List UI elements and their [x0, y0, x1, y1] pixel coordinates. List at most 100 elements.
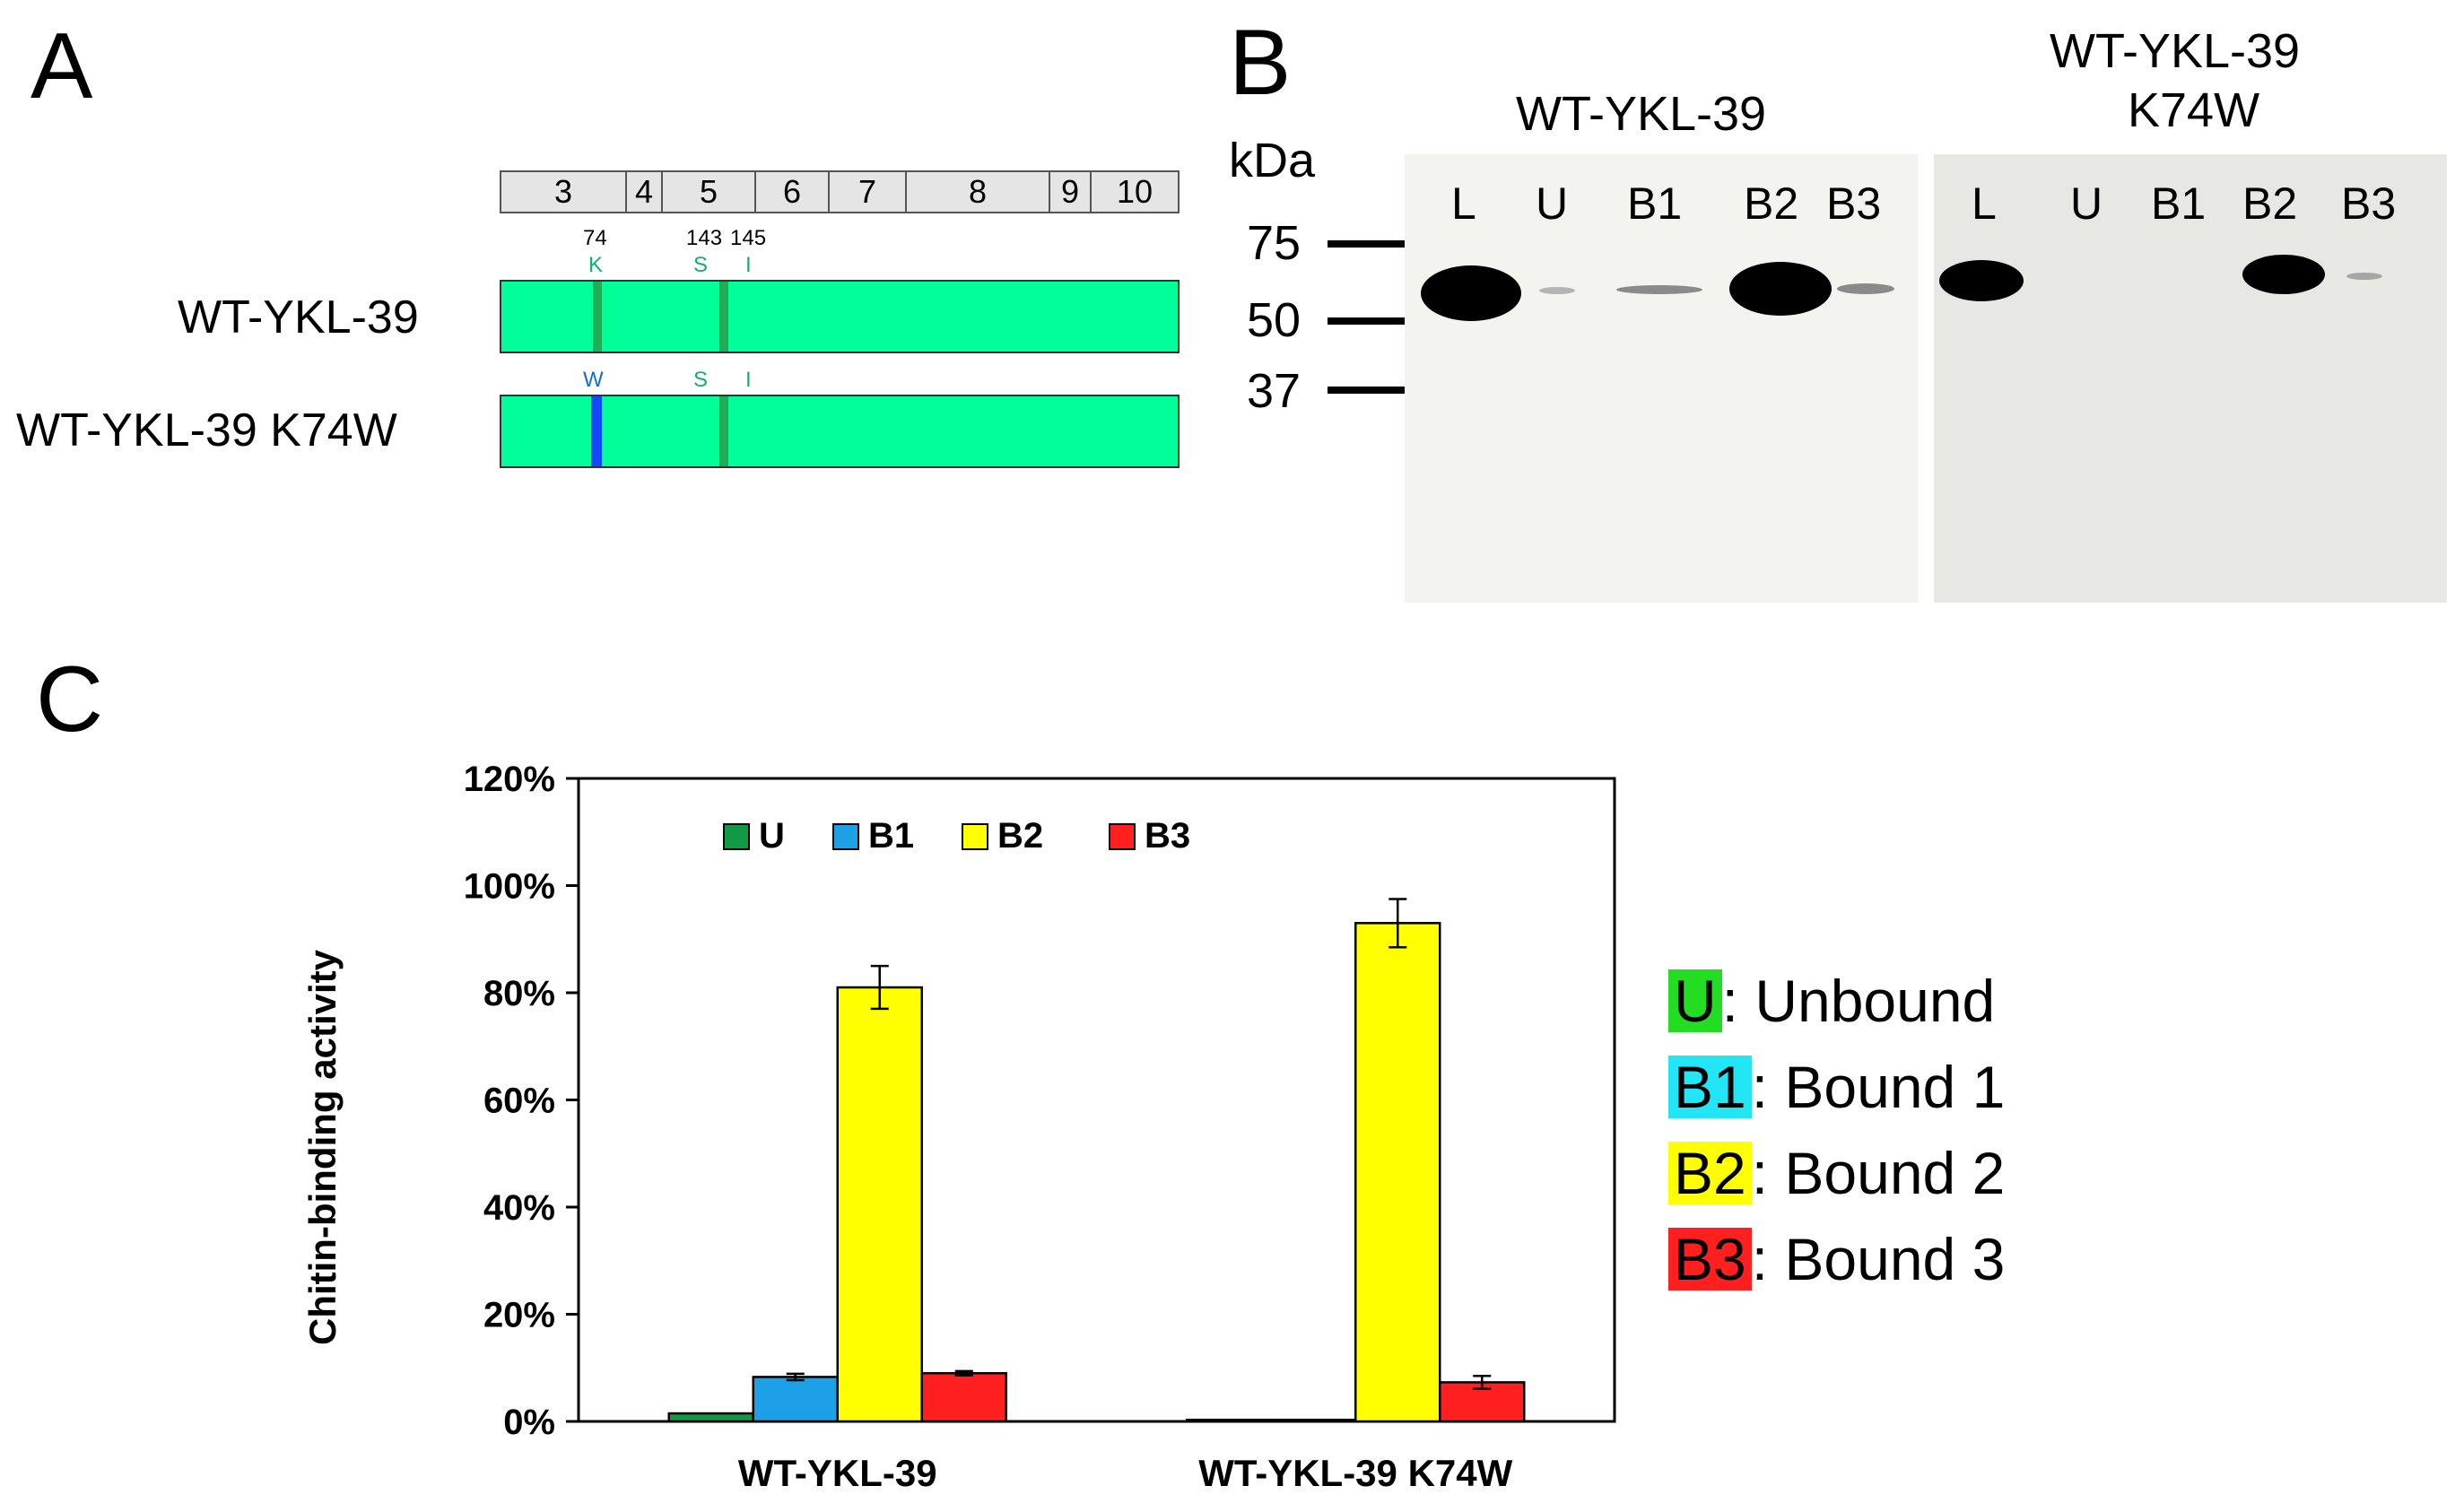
inner-legend-b1: B1 — [832, 816, 914, 856]
exon-10: 10 — [1092, 170, 1180, 213]
legend-label-b3: B3 — [1145, 816, 1191, 856]
panel-label-c: C — [36, 647, 104, 752]
position-74: 74 — [583, 226, 607, 250]
protein-bar-mutant — [500, 395, 1180, 468]
y-axis-label-holder: Chitin-binding activity — [301, 950, 373, 1417]
exon-5: 5 — [663, 170, 756, 213]
site-143-mark-mutant — [719, 396, 728, 466]
position-145: 145 — [730, 226, 767, 250]
bar-u-0 — [667, 1412, 754, 1423]
marker-75-line — [1328, 240, 1414, 248]
y-tick-label: 100% — [464, 867, 555, 907]
outer-legend-b2: B2: Bound 2 — [1668, 1139, 2005, 1207]
blot-title-mutant-1: WT-YKL-39 — [2050, 24, 2301, 78]
mut-residue-w: W — [583, 368, 604, 392]
exon-7: 7 — [830, 170, 907, 213]
site-74-mark-mutant — [591, 396, 602, 466]
inner-legend-b2: B2 — [962, 816, 1043, 856]
y-tick-label: 20% — [483, 1296, 555, 1335]
marker-50: 50 — [1247, 293, 1301, 347]
site-74-mark — [593, 282, 602, 352]
exon-4: 4 — [627, 170, 663, 213]
unit-kda: kDa — [1229, 134, 1316, 187]
blot-title-mutant-2: K74W — [2128, 83, 2260, 137]
site-143-mark — [719, 282, 728, 352]
band-wt-b1 — [1616, 285, 1702, 294]
band-wt-l — [1421, 265, 1521, 321]
western-blot-mutant: L U B1 B2 B3 — [1934, 154, 2447, 603]
legend-swatch-b3 — [1109, 823, 1136, 850]
legend-swatch-b1 — [832, 823, 859, 850]
western-blot-wt: L U B1 B2 B3 — [1405, 154, 1918, 603]
marker-37: 37 — [1247, 364, 1301, 418]
band-mut-l — [1939, 260, 2024, 301]
chart-bars — [667, 898, 1526, 1423]
x-tick-label: WT-YKL-39 — [738, 1452, 937, 1494]
inner-legend-u: U — [723, 816, 785, 856]
blot1-lane-u: U — [1536, 178, 1569, 229]
legend-label-b1: B1 — [868, 816, 915, 856]
mut-residue-s: S — [693, 368, 709, 392]
exon-6: 6 — [756, 170, 830, 213]
exon-3: 3 — [500, 170, 627, 213]
plot-frame — [577, 777, 1616, 1423]
outer-legend-key-b1: B1 — [1668, 1056, 1752, 1118]
outer-legend-b3: B3: Bound 3 — [1668, 1225, 2005, 1293]
row-label-mutant: WT-YKL-39 K74W — [16, 404, 397, 456]
blot2-lane-u: U — [2070, 178, 2103, 229]
protein-bar-wt — [500, 280, 1180, 353]
wt-residue-i: I — [745, 253, 752, 277]
y-tick-label: 80% — [483, 974, 555, 1013]
marker-75: 75 — [1247, 216, 1301, 270]
y-tick-label: 60% — [483, 1082, 555, 1121]
y-tick-label: 0% — [503, 1403, 555, 1442]
outer-legend-u: U: Unbound — [1668, 967, 1995, 1035]
y-tick-label: 120% — [464, 760, 555, 799]
bar-b1-0 — [752, 1376, 839, 1423]
blot2-lane-l: L — [1972, 178, 1997, 229]
bar-b2-0 — [836, 986, 923, 1423]
blot1-lane-l: L — [1451, 178, 1476, 229]
blot1-lane-b2: B2 — [1744, 178, 1799, 229]
outer-legend-key-b3: B3 — [1668, 1228, 1752, 1290]
band-wt-b2 — [1729, 262, 1832, 316]
outer-legend-text-b3: : Bound 3 — [1751, 1226, 2006, 1292]
panel-label-b: B — [1229, 11, 1292, 115]
wt-residue-s: S — [693, 253, 709, 277]
mut-residue-i: I — [745, 368, 752, 392]
x-tick-label: WT-YKL-39 K74W — [1198, 1452, 1512, 1494]
exon-9: 9 — [1050, 170, 1092, 213]
bar-u-1 — [1186, 1418, 1273, 1423]
marker-50-line — [1328, 317, 1414, 325]
band-wt-b3 — [1837, 283, 1894, 294]
band-wt-u — [1539, 287, 1575, 294]
band-mut-b3 — [2346, 273, 2382, 280]
outer-legend-text-u: : Unbound — [1721, 968, 1996, 1034]
outer-legend-text-b2: : Bound 2 — [1751, 1140, 2006, 1206]
chart-axes: 0% 20% 40% 60% 80% 100% 120% WT-YKL-39 WT-YKL-39… — [464, 760, 1616, 1494]
outer-legend-key-u: U — [1668, 969, 1722, 1032]
blot2-lane-b3: B3 — [2341, 178, 2397, 229]
blot1-lane-b3: B3 — [1826, 178, 1882, 229]
outer-legend-b1: B1: Bound 1 — [1668, 1053, 2005, 1121]
bar-b1-1 — [1270, 1418, 1357, 1423]
legend-label-b2: B2 — [997, 816, 1044, 856]
inner-legend-b3: B3 — [1109, 816, 1190, 856]
bar-b3-0 — [920, 1371, 1007, 1423]
blot2-lane-b2: B2 — [2242, 178, 2298, 229]
marker-37-line — [1328, 387, 1414, 394]
blot-title-wt: WT-YKL-39 — [1516, 87, 1767, 141]
blot1-lane-b1: B1 — [1627, 178, 1683, 229]
outer-legend-text-b1: : Bound 1 — [1751, 1054, 2006, 1120]
y-tick-label: 40% — [483, 1188, 555, 1228]
band-mut-b2 — [2242, 255, 2325, 294]
legend-swatch-b2 — [962, 823, 988, 850]
legend-label-u: U — [759, 816, 785, 856]
y-axis-label: Chitin-binding activity — [301, 950, 344, 1345]
blot2-lane-b1: B1 — [2151, 178, 2207, 229]
panel-label-a: A — [30, 14, 93, 118]
row-label-wt: WT-YKL-39 — [178, 291, 419, 343]
legend-swatch-u — [723, 823, 750, 850]
exon-map: 3 4 5 6 7 8 9 10 — [500, 170, 1180, 213]
